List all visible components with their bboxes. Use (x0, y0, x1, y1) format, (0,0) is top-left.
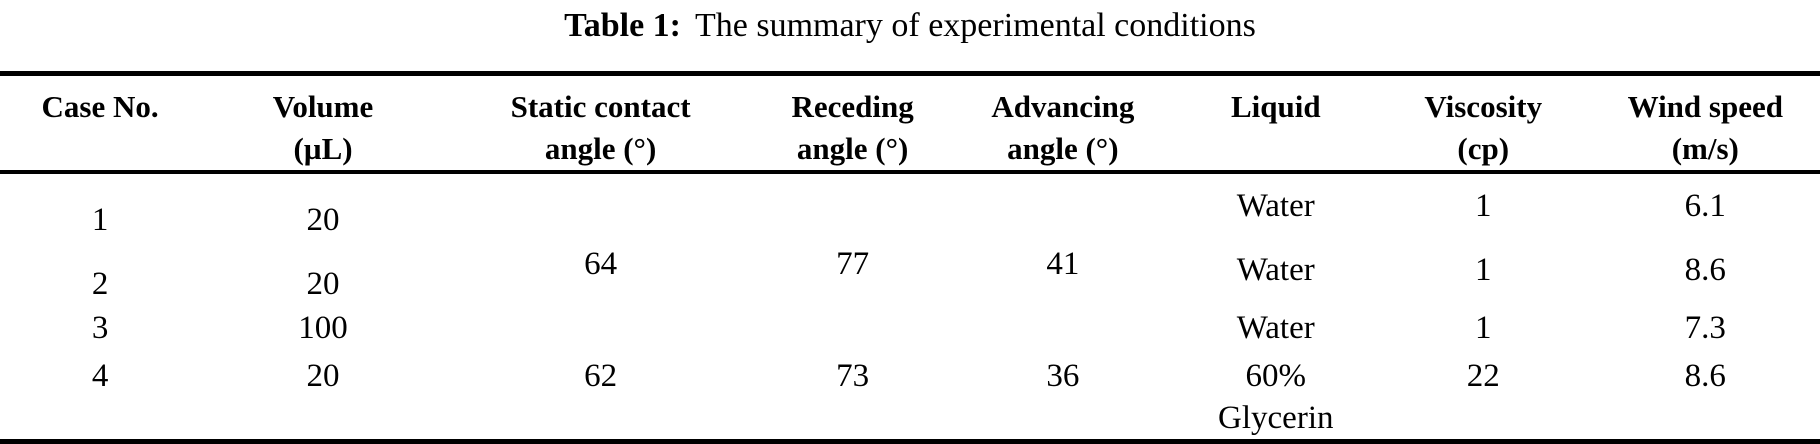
header-line-2: (cp) (1457, 131, 1510, 166)
cell-wind-speed: 7.3 (1684, 310, 1726, 346)
table-body: 1 20 64 77 41 Water 1 6.1 2 20 Water 1 8… (0, 172, 1820, 442)
header-line-2: angle (°) (796, 131, 909, 166)
header-line-2: angle (°) (1007, 131, 1119, 166)
column-header-receding-angle: Receding angle (°) (755, 74, 950, 173)
liquid-line-1: 60% (1245, 358, 1307, 394)
cell-volume: 100 (298, 310, 348, 346)
header-line-1: Viscosity (1424, 89, 1543, 124)
cell-viscosity: 1 (1474, 252, 1492, 288)
table-caption-label: Table 1: (564, 7, 681, 44)
header-row: Case No. Volume (µL) Static contact angl… (0, 74, 1820, 173)
header-line-1: Wind speed (1627, 89, 1783, 124)
column-header-volume: Volume (µL) (200, 74, 446, 173)
column-header-viscosity: Viscosity (cp) (1376, 74, 1591, 173)
cell-liquid: Water (1236, 310, 1315, 346)
table-row-case-3: 3 100 Water 1 7.3 (0, 303, 1820, 353)
table-row-case-1: 1 20 64 77 41 Water 1 6.1 (0, 172, 1820, 282)
cell-receding-angle-water: 77 (836, 245, 870, 282)
cell-case-no: 3 (91, 310, 109, 346)
cell-receding-angle: 73 (836, 358, 870, 394)
cell-volume: 20 (306, 266, 340, 302)
cell-wind-speed: 8.6 (1684, 252, 1726, 288)
liquid-line-2: Glycerin (1218, 400, 1334, 436)
cell-case-no: 1 (91, 201, 109, 238)
table-caption: Table 1: The summary of experimental con… (0, 0, 1820, 71)
cell-static-contact-angle-water: 64 (584, 245, 618, 282)
column-header-case-no: Case No. (0, 74, 200, 173)
header-line-1: Receding (791, 89, 914, 124)
cell-volume: 20 (306, 358, 340, 394)
header-line-2: (µL) (293, 131, 353, 166)
column-header-liquid: Liquid (1176, 74, 1376, 173)
cell-advancing-angle: 36 (1046, 358, 1080, 394)
cell-static-contact-angle: 62 (584, 358, 618, 394)
experimental-conditions-table: Case No. Volume (µL) Static contact angl… (0, 71, 1820, 444)
header-line-2: angle (°) (544, 131, 657, 166)
cell-viscosity: 1 (1474, 310, 1492, 346)
header-line-1: Volume (272, 89, 374, 124)
header-line-1: Case No. (41, 89, 159, 124)
cell-volume: 20 (306, 201, 340, 238)
column-header-wind-speed: Wind speed (m/s) (1591, 74, 1820, 173)
cell-wind-speed: 8.6 (1684, 358, 1726, 394)
table-row-case-2: 2 20 Water 1 8.6 (0, 237, 1820, 303)
header-line-1: Liquid (1230, 89, 1321, 124)
cell-case-no: 4 (91, 358, 109, 394)
column-header-advancing-angle: Advancing angle (°) (950, 74, 1176, 173)
cell-viscosity: 1 (1474, 187, 1492, 224)
cell-liquid: Water (1236, 187, 1315, 224)
table-caption-text: The summary of experimental conditions (694, 7, 1256, 44)
cell-wind-speed: 6.1 (1684, 187, 1726, 224)
cell-viscosity: 22 (1466, 358, 1500, 394)
header-line-2: (m/s) (1671, 131, 1739, 166)
table-row-case-4: 4 20 62 73 36 60% Glycerin 22 8.6 (0, 353, 1820, 442)
cell-advancing-angle-water: 41 (1046, 245, 1080, 282)
column-header-static-contact-angle: Static contact angle (°) (446, 74, 755, 173)
header-line-1: Static contact (510, 89, 691, 124)
header-line-1: Advancing (991, 89, 1135, 124)
table-header: Case No. Volume (µL) Static contact angl… (0, 74, 1820, 173)
cell-liquid: Water (1236, 252, 1315, 288)
cell-liquid: 60% Glycerin (1176, 353, 1376, 442)
cell-case-no: 2 (91, 266, 109, 302)
